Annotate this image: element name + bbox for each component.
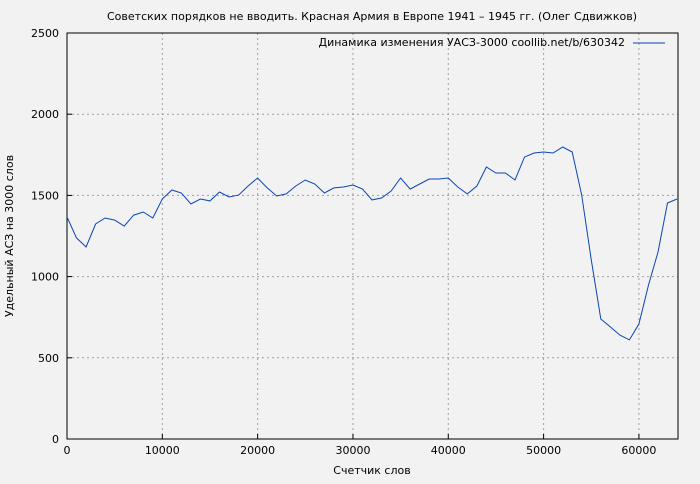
grid bbox=[67, 33, 678, 439]
y-tick-label: 1500 bbox=[31, 189, 59, 202]
y-tick-label: 2500 bbox=[31, 27, 59, 40]
x-tick-label: 60000 bbox=[621, 444, 656, 457]
y-tick-label: 0 bbox=[52, 433, 59, 446]
x-tick-label: 50000 bbox=[526, 444, 561, 457]
x-tick-label: 20000 bbox=[240, 444, 275, 457]
plot-frame bbox=[66, 32, 679, 440]
x-tick-label: 0 bbox=[64, 444, 71, 457]
y-tick-label: 500 bbox=[38, 352, 59, 365]
series-line bbox=[66, 146, 678, 341]
series-group bbox=[66, 146, 678, 341]
x-axis-label: Счетчик слов bbox=[333, 464, 410, 477]
x-tick-label: 40000 bbox=[431, 444, 466, 457]
axis-ticks: 0 10000 20000 30000 40000 50000 60000 0 500 1000 1… bbox=[31, 27, 656, 457]
y-tick-label: 1000 bbox=[31, 271, 59, 284]
x-tick-label: 10000 bbox=[145, 444, 180, 457]
y-axis-label: Удельный АСЗ на 3000 слов bbox=[3, 155, 16, 317]
chart-title: Советских порядков не вводить. Красная А… bbox=[107, 10, 637, 23]
legend-label: Динамика изменения УАСЗ-3000 coollib.net… bbox=[319, 36, 626, 49]
x-tick-label: 30000 bbox=[335, 444, 370, 457]
legend: Динамика изменения УАСЗ-3000 coollib.net… bbox=[319, 36, 665, 49]
y-tick-label: 2000 bbox=[31, 108, 59, 121]
